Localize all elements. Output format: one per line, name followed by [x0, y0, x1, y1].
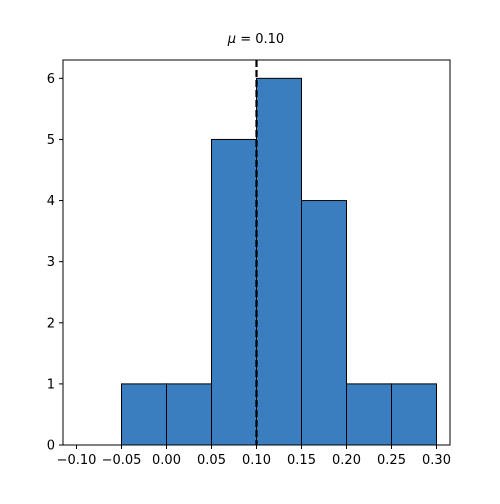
bars-layer — [121, 77, 437, 446]
x-tick-label: 0.00 — [152, 453, 181, 468]
x-tick-label: 0.30 — [422, 453, 451, 468]
y-tick-label: 0 — [47, 439, 55, 454]
histogram-bar-7 — [391, 383, 437, 446]
x-tick-label: 0.10 — [242, 453, 271, 468]
x-tick-label: 0.25 — [377, 453, 406, 468]
y-tick-label: 6 — [47, 72, 55, 87]
histogram-bar-2 — [166, 383, 212, 446]
x-tick-label: 0.20 — [332, 453, 361, 468]
chart-title-value: = 0.10 — [236, 32, 284, 47]
y-tick-label: 1 — [47, 377, 55, 392]
chart-title-symbol: μ — [227, 32, 236, 47]
chart-title: μ = 0.10 — [227, 32, 284, 47]
x-tick-label: −0.10 — [57, 453, 97, 468]
y-tick-label: 5 — [47, 133, 55, 148]
x-tick-label: −0.05 — [102, 453, 142, 468]
histogram-bar-3 — [211, 138, 257, 446]
y-tick-label: 2 — [47, 316, 55, 331]
y-tick-label: 4 — [47, 194, 55, 209]
x-tick-label: 0.15 — [287, 453, 316, 468]
x-tick-label: 0.05 — [197, 453, 226, 468]
histogram-bar-6 — [346, 383, 392, 446]
histogram-bar-5 — [301, 200, 347, 446]
x-axis-ticks: −0.10 −0.05 0.00 0.05 0.10 0.15 0.20 0.25 0.30 — [57, 445, 451, 468]
y-tick-label: 3 — [47, 255, 55, 270]
histogram-bar-4 — [256, 77, 302, 446]
y-axis-ticks: 0 1 2 3 4 5 6 — [47, 72, 63, 454]
histogram-bar-1 — [121, 383, 167, 446]
